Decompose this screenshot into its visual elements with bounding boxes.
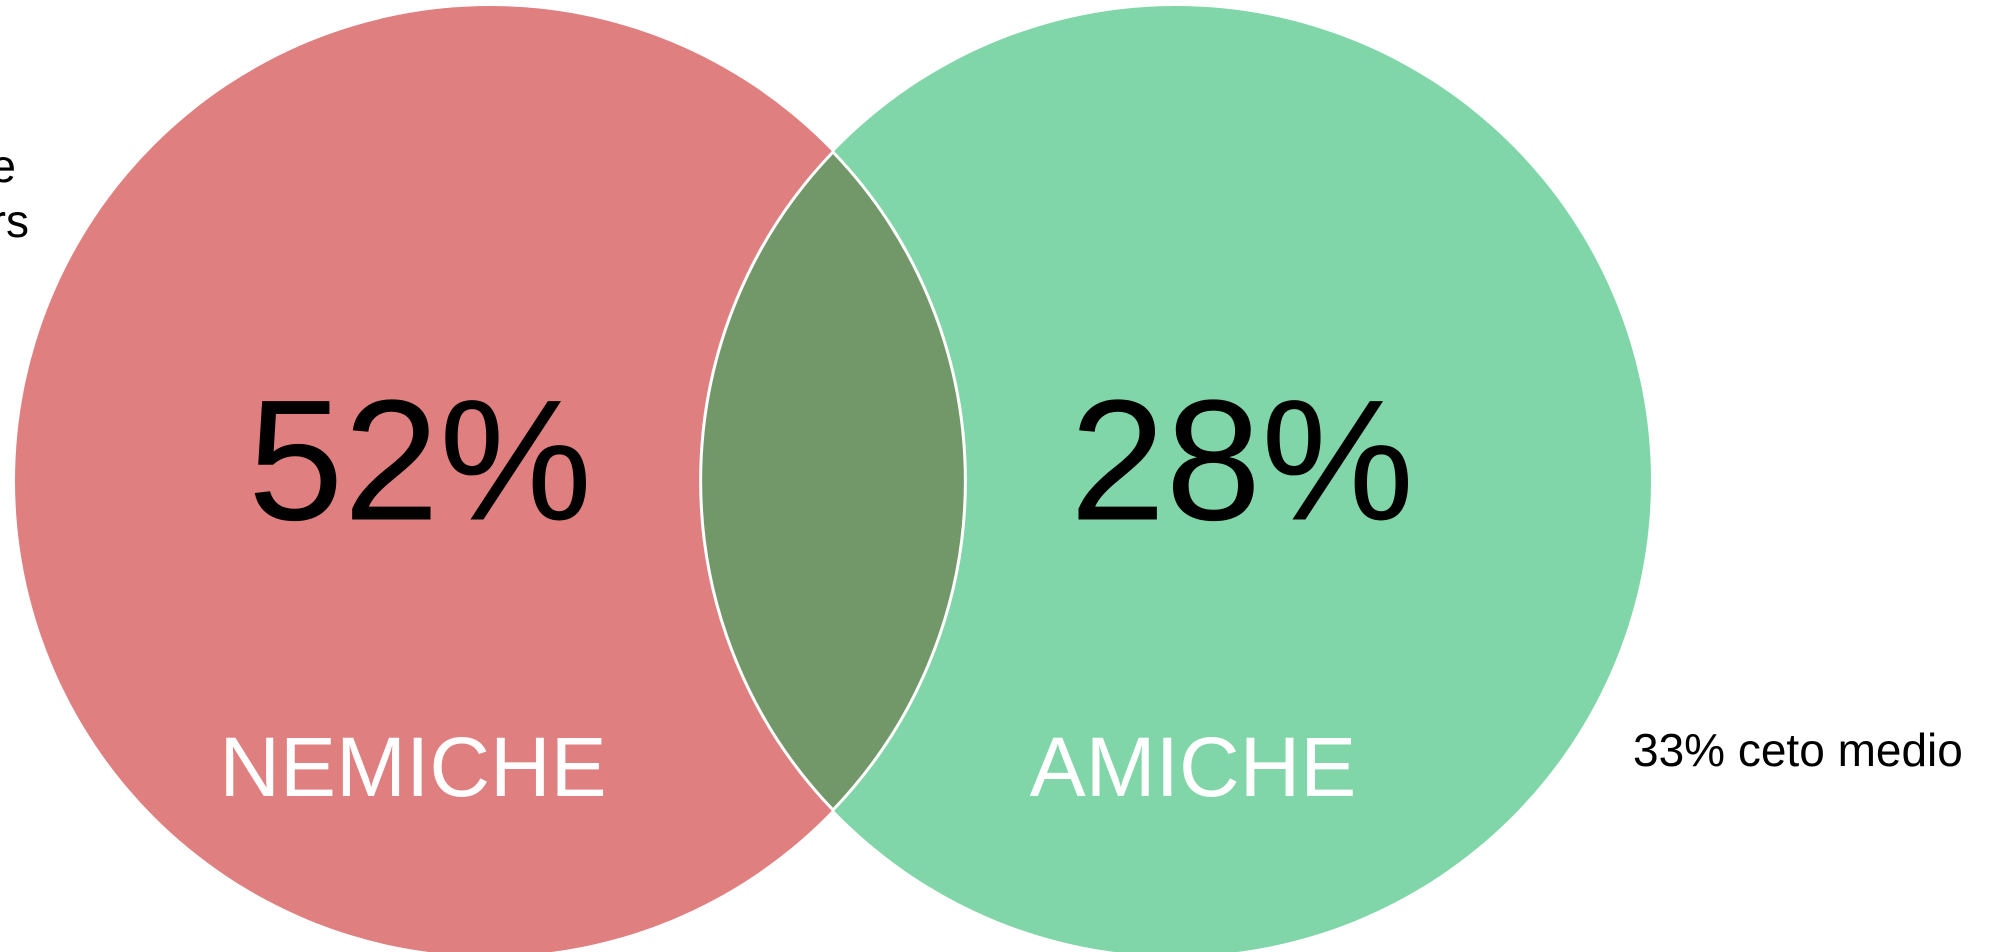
set-value: 52% (248, 364, 592, 556)
set-circle (15, 6, 965, 952)
overlap (699, 149, 967, 813)
set-label: AMICHE (1030, 720, 1357, 814)
side-note: 33% ceto medio (1633, 724, 1963, 776)
cut-text: rs (0, 195, 29, 247)
cut-text: e (0, 140, 16, 192)
set-circle (701, 6, 1651, 952)
set-label: NEMICHE (219, 720, 606, 814)
set-value: 28% (1070, 364, 1414, 556)
